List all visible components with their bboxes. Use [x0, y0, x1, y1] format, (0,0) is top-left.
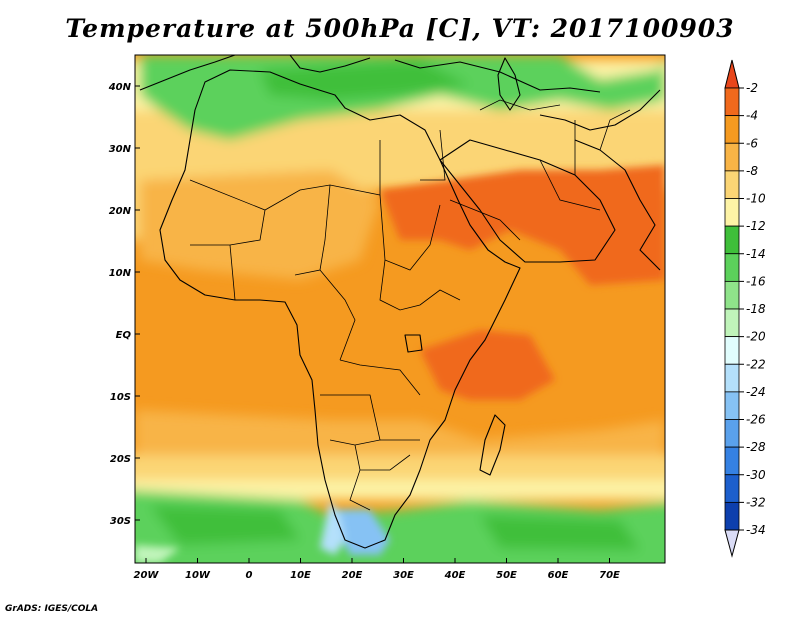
country-borders — [189, 99, 631, 511]
lon-tick-label: 20W — [134, 570, 160, 581]
lightorange-sahara — [140, 170, 380, 280]
map-frame — [134, 54, 666, 564]
cold-southafrica-light — [320, 500, 345, 555]
colorbar-label: -6 — [746, 136, 758, 150]
lat-tick-label: 40N — [108, 82, 132, 93]
colorbar-label: -14 — [746, 247, 766, 261]
colorbar-segment — [724, 170, 740, 199]
colorbar: -2 -4 -6 -8 -10 -12 -14 -16 -18 -20 -22 -24 -26 -28 -3… — [724, 59, 766, 558]
colorbar-label: -30 — [746, 468, 766, 482]
colorbar-segment — [724, 391, 740, 420]
colorbar-label: -20 — [746, 330, 766, 344]
colorbar-segment — [724, 225, 740, 255]
longitude-ticks: 20W 10W 0 10E 20E 30E 40E 50E 60E 70E — [134, 558, 620, 581]
colorbar-label: -8 — [746, 164, 758, 178]
map-title: Temperature at 500hPa [C], VT: 201710090… — [65, 14, 735, 43]
colorbar-label: -2 — [746, 81, 758, 95]
colorbar-label: -16 — [746, 274, 766, 288]
darkorange-indianocean — [420, 330, 555, 400]
lon-tick-label: 40E — [444, 570, 466, 581]
lon-tick-label: 20E — [342, 570, 363, 581]
latitude-ticks: 40N 30N 20N 10N EQ 10S 20S 30S — [108, 82, 140, 527]
colorbar-segment — [724, 253, 740, 282]
colorbar-segment — [724, 87, 740, 117]
colorbar-segment — [724, 501, 740, 531]
colorbar-label: -34 — [746, 523, 766, 537]
lon-tick-label: 60E — [548, 570, 569, 581]
lon-tick-label: 70E — [599, 570, 620, 581]
colorbar-segment — [724, 280, 740, 310]
green-south-dark-e — [480, 515, 640, 550]
colorbar-segment — [724, 336, 740, 365]
darkorange-arabia — [380, 165, 665, 285]
coastlines — [139, 55, 661, 549]
colorbar-label: -24 — [746, 385, 766, 399]
colorbar-bottom-arrow — [724, 529, 740, 558]
colorbar-label: -22 — [746, 357, 766, 371]
lat-tick-label: 10N — [109, 268, 132, 279]
colorbar-label: -10 — [746, 192, 766, 206]
colorbar-segment — [724, 115, 740, 144]
colorbar-label: -18 — [746, 302, 766, 316]
lat-tick-label: EQ — [116, 330, 132, 341]
colorbar-segment — [724, 308, 740, 338]
colorbar-top-arrow — [724, 59, 740, 89]
lon-tick-label: 50E — [496, 570, 517, 581]
lat-tick-label: 20S — [110, 454, 131, 465]
temperature-field — [135, 55, 665, 563]
colorbar-label: -28 — [746, 440, 766, 454]
colorbar-segment — [724, 474, 740, 503]
colorbar-label: -26 — [746, 413, 766, 427]
lat-tick-label: 20N — [109, 206, 132, 217]
lon-tick-label: 10W — [185, 570, 211, 581]
colorbar-label: -4 — [746, 109, 758, 123]
colorbar-label: -32 — [746, 495, 766, 509]
lat-tick-label: 30N — [109, 144, 132, 155]
lon-tick-label: 0 — [246, 570, 253, 581]
footer-credit: GrADS: IGES/COLA — [5, 604, 99, 614]
colorbar-segment — [724, 142, 740, 172]
colorbar-segment — [724, 198, 740, 227]
lon-tick-label: 10E — [290, 570, 311, 581]
green-south-dark — [150, 505, 300, 545]
band-lightyellow-south — [135, 480, 665, 500]
colorbar-segment — [724, 419, 740, 448]
lon-tick-label: 30E — [393, 570, 414, 581]
colorbar-label: -12 — [746, 219, 766, 233]
colorbar-segment — [724, 363, 740, 393]
lat-tick-label: 10S — [110, 392, 131, 403]
colorbar-segment — [724, 446, 740, 476]
lat-tick-label: 30S — [110, 516, 131, 527]
